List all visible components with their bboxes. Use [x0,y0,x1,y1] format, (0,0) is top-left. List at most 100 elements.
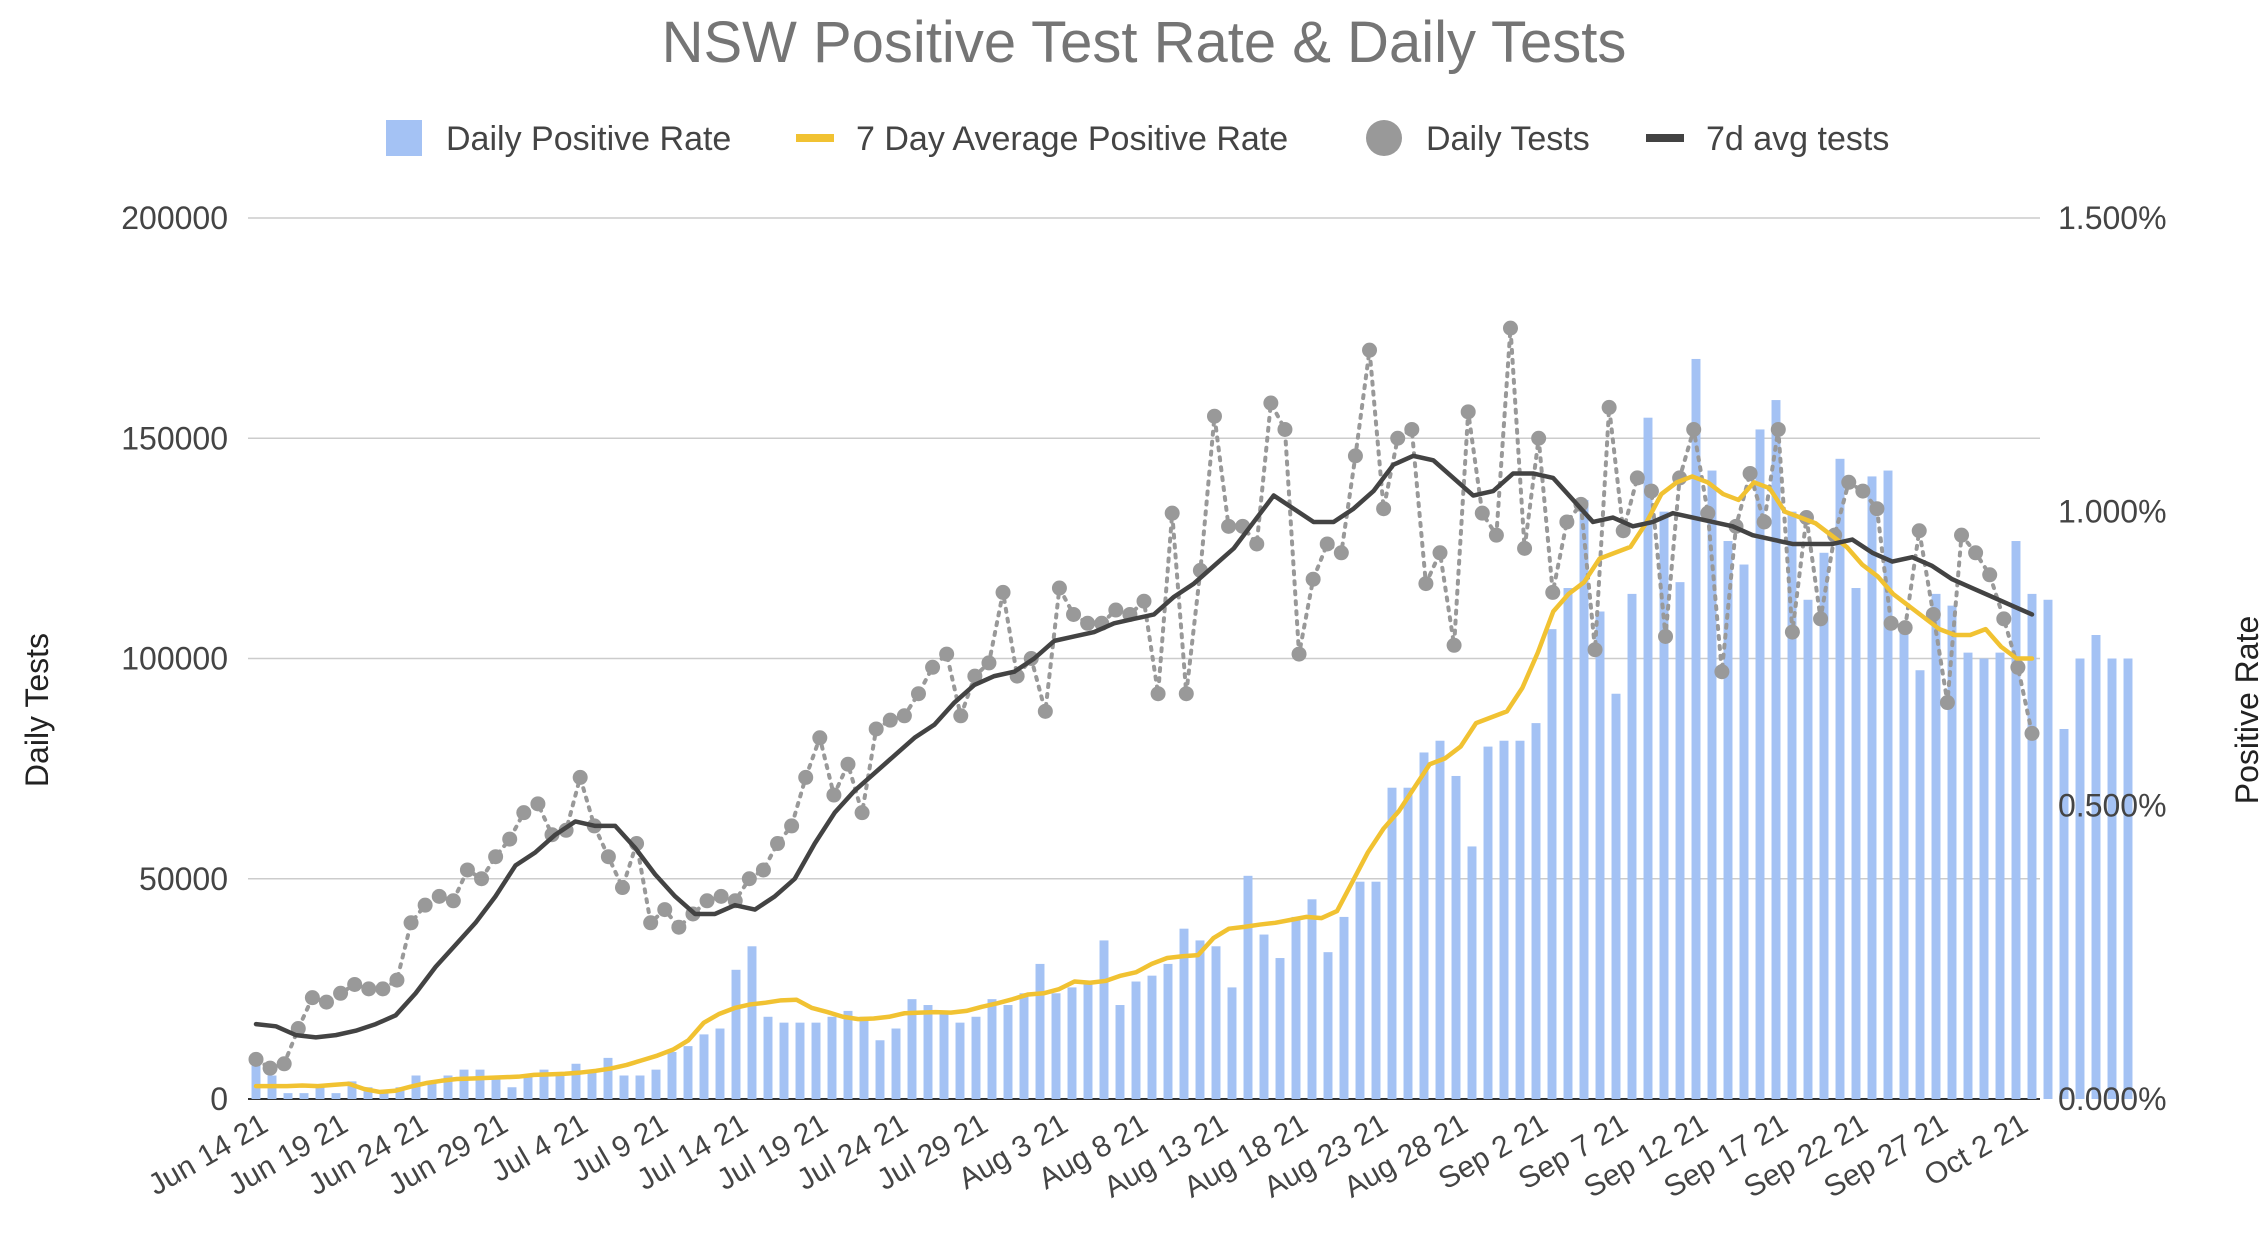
daily-tests-point [995,584,1011,600]
seven-day-average-positive-rate-line [253,474,2035,1095]
daily-positive-rate-bar [1403,787,1413,1099]
daily-tests-point [1291,646,1307,662]
daily-positive-rate-bar [1355,881,1365,1099]
daily-tests-point [1418,576,1434,592]
daily-positive-rate-bar [1419,752,1429,1099]
daily-positive-rate-bar [1819,552,1829,1099]
daily-positive-rate-bar [1067,987,1077,1099]
daily-tests-point [1756,514,1772,530]
daily-positive-rate-bar [1659,511,1669,1100]
daily-positive-rate-bar [1499,740,1509,1099]
daily-tests-point [854,805,870,821]
daily-tests-point [1347,448,1363,464]
daily-positive-rate-bar [827,1016,837,1099]
daily-tests-point [248,1051,264,1067]
daily-positive-rate-bar [331,1093,341,1099]
daily-positive-rate-bar [555,1075,565,1099]
daily-positive-rate-bar [683,1046,693,1099]
daily-positive-rate-bar [1755,429,1765,1099]
daily-tests-point [304,990,320,1006]
daily-positive-rate-bars [251,358,2133,1100]
daily-positive-rate-bar [427,1081,437,1099]
daily-positive-rate-bar [395,1087,405,1099]
daily-positive-rate-bar [699,1034,709,1099]
left-tick-label: 150000 [121,420,228,456]
daily-tests-point [1954,527,1970,543]
daily-positive-rate-bar [1915,670,1925,1099]
daily-tests-point [1376,501,1392,517]
daily-positive-rate-bar [971,1016,981,1099]
daily-positive-rate-bar [299,1093,309,1099]
daily-positive-rate-bar [715,1028,725,1099]
daily-tests-point [1982,567,1998,583]
daily-tests-point [1263,395,1279,411]
daily-positive-rate-bar [1851,588,1861,1099]
daily-positive-rate-bar [2043,599,2053,1099]
daily-positive-rate-bar [651,1069,661,1099]
daily-positive-rate-bar [955,1022,965,1099]
daily-tests-point [1460,404,1476,420]
legend: Daily Positive Rate 7 Day Average Positi… [386,120,1889,158]
legend-marker-daily-tests [1366,120,1402,156]
daily-tests-point [1517,540,1533,556]
daily-tests-point [389,972,405,988]
daily-tests-point [1178,686,1194,702]
daily-positive-rate-bar [1867,476,1877,1100]
daily-tests-point [840,756,856,772]
daily-tests-point [516,805,532,821]
daily-tests-point [910,686,926,702]
daily-tests-point [488,849,504,865]
daily-tests-point [318,994,334,1010]
daily-positive-rate-bar [1083,981,1093,1099]
daily-positive-rate-bar [443,1075,453,1099]
daily-tests-point [572,769,588,785]
daily-positive-rate-bar [1595,611,1605,1099]
daily-tests-point [1658,628,1674,644]
right-axis-ticks: 0.000% 0.500% 1.000% 1.500% [2058,200,2167,1117]
daily-positive-rate-bar [747,946,757,1099]
daily-positive-rate-bar [1771,400,1781,1099]
daily-positive-rate-bar [347,1081,357,1099]
legend-label-7d-avg-tests: 7d avg tests [1706,120,1889,158]
daily-positive-rate-bar [2091,635,2101,1099]
daily-tests-point [1587,642,1603,658]
daily-tests-point [1573,496,1589,512]
daily-tests-point [1841,474,1857,490]
daily-positive-rate-bar [987,999,997,1099]
daily-positive-rate-bar [1259,934,1269,1099]
right-tick-label: 0.500% [2058,787,2167,823]
daily-positive-rate-bar [1211,946,1221,1099]
daily-tests-point [953,708,969,724]
daily-tests-point [417,897,433,913]
daily-positive-rate-bar [667,1052,677,1099]
daily-positive-rate-bar [1787,511,1797,1100]
daily-tests-point [1136,593,1152,609]
daily-tests-point [1714,664,1730,680]
daily-tests-point [671,919,687,935]
daily-tests-point [1150,686,1166,702]
daily-tests-point [1559,514,1575,530]
daily-positive-rate-bar [283,1093,293,1099]
daily-positive-rate-bar [619,1075,629,1099]
daily-tests-point [403,915,419,931]
average-lines [253,453,2035,1095]
left-axis-label: Daily Tests [19,633,55,787]
daily-tests-point [1531,430,1547,446]
daily-positive-rate-bar [1483,746,1493,1099]
daily-tests-point [868,721,884,737]
daily-tests-point [530,796,546,812]
daily-tests-point [445,893,461,909]
daily-tests-point [812,730,828,746]
daily-tests-point [1488,527,1504,543]
daily-tests-point [939,646,955,662]
daily-tests-point [699,893,715,909]
daily-positive-rate-bar [1627,593,1637,1099]
daily-tests-point [1305,571,1321,587]
daily-positive-rate-bar [923,1005,933,1099]
daily-tests-point [1911,523,1927,539]
daily-tests-point [1813,611,1829,627]
daily-positive-rate-bar [363,1087,373,1099]
daily-positive-rate-bar [1195,940,1205,1099]
daily-positive-rate-bar [1275,958,1285,1099]
